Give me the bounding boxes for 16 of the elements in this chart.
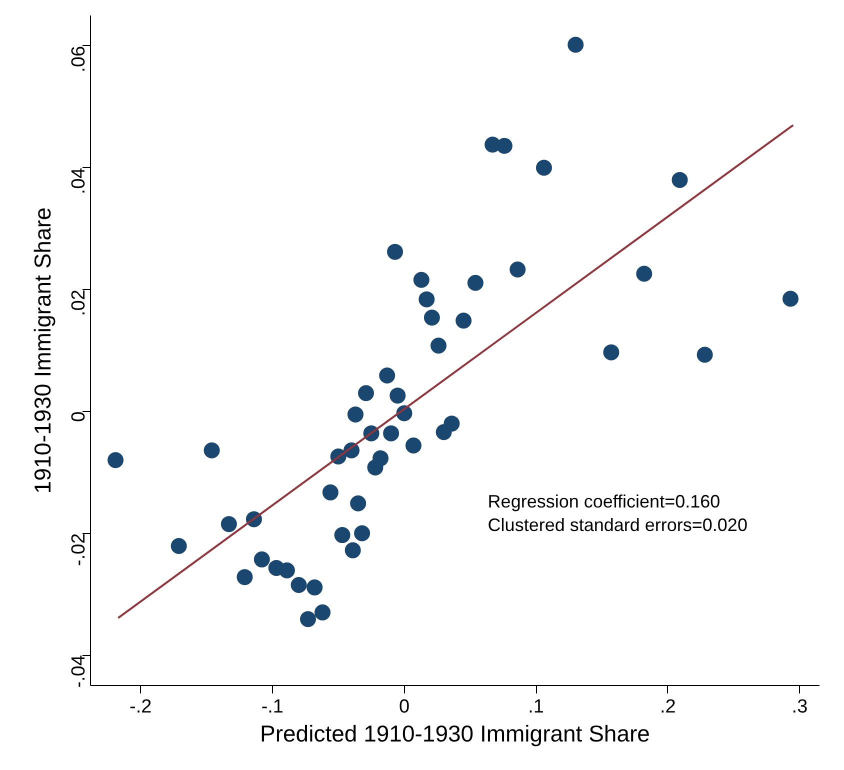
y-axis-title: 1910-1930 Immigrant Share (30, 207, 56, 494)
x-tick-label: 0 (398, 696, 410, 718)
y-tick-label: .06 (68, 46, 90, 72)
x-tick-label: -.2 (130, 696, 152, 718)
x-tick-label: .1 (528, 696, 544, 718)
y-tick-label: 0 (68, 411, 90, 422)
annotation: Regression coefficient=0.160 (488, 491, 720, 512)
x-tick-label: .3 (792, 696, 808, 718)
y-tick-label: -.04 (68, 654, 90, 688)
x-tick-label: .2 (660, 696, 676, 718)
x-tick-label: -.1 (261, 696, 284, 718)
y-tick-label: -.02 (68, 533, 90, 566)
y-tick-label: .04 (68, 167, 90, 194)
x-axis-title: Predicted 1910-1930 Immigrant Share (260, 720, 650, 746)
y-tick-label: .02 (68, 290, 90, 316)
annotation: Clustered standard errors=0.020 (488, 514, 748, 535)
